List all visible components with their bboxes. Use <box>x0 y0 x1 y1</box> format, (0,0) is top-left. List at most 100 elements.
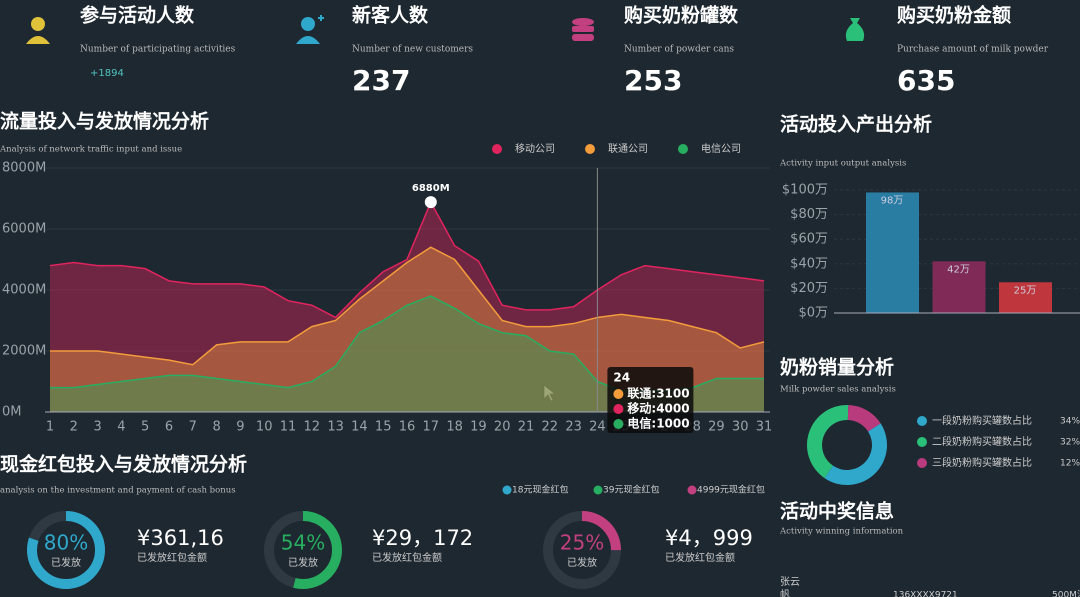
amount-label: 已发放红包金额 <box>665 551 735 564</box>
pie-slice <box>807 404 849 479</box>
kpi-value: 635 <box>897 64 955 97</box>
amount-label: 已发放红包金额 <box>137 551 207 564</box>
kpi-subtitle: Number of new customers <box>352 45 473 55</box>
legend-value: 32% <box>1060 438 1080 448</box>
winner-phone: 136XXXX9721 <box>893 591 958 597</box>
y-tick-label: $0万 <box>798 306 828 321</box>
x-tick-label: 3 <box>93 420 101 435</box>
amount-label: 已发放红包金额 <box>372 551 442 564</box>
chart-title: 流量投入与发放情况分析 <box>0 110 209 133</box>
icon <box>318 15 324 21</box>
y-tick-label: $80万 <box>790 207 828 222</box>
x-tick-label: 18 <box>446 420 463 435</box>
legend-marker <box>678 144 688 154</box>
x-tick-label: 6 <box>165 420 173 435</box>
x-tick-label: 19 <box>470 420 487 435</box>
bar <box>866 192 919 313</box>
winner-name: 张云 <box>780 576 800 588</box>
kpi-title: 购买奶粉罐数 <box>624 4 739 27</box>
chart-subtitle: Analysis of network traffic input and is… <box>0 145 182 155</box>
kpi-subtitle: Number of participating activities <box>80 45 236 55</box>
section-subtitle: analysis on the investment and payment o… <box>0 486 236 496</box>
gauge-value: 25% <box>560 531 604 555</box>
y-tick-label: $40万 <box>790 256 828 271</box>
line <box>49 200 765 319</box>
amount: ¥4，999 <box>665 526 753 550</box>
amount: ¥361,16 <box>137 526 224 550</box>
bar <box>932 261 986 313</box>
data-label: 6880M <box>412 183 450 194</box>
tooltip-item: 移动:4000 <box>627 401 689 416</box>
x-tick-label: 30 <box>732 420 749 435</box>
x-tick-label: 14 <box>351 420 368 435</box>
y-tick-label: 4000M <box>2 283 46 298</box>
kpi-icons <box>26 15 865 44</box>
x-tick-label: 15 <box>375 420 392 435</box>
point <box>424 196 437 209</box>
x-tick-label: 16 <box>399 420 416 435</box>
pie-slice <box>847 405 881 432</box>
legend-label: 18元现金红包 <box>512 484 568 496</box>
kpi-title: 参与活动人数 <box>80 4 195 27</box>
legend-marker <box>585 144 595 154</box>
legend-marker <box>917 437 927 447</box>
amount: ¥29，172 <box>372 526 473 550</box>
legend-marker <box>502 485 512 495</box>
icon <box>26 36 50 44</box>
area <box>50 202 764 412</box>
kpi-title: 新客人数 <box>352 4 429 27</box>
legend-label: 二段奶粉购买罐数占比 <box>932 435 1032 448</box>
tooltip-marker <box>613 404 624 414</box>
chart-subtitle: Milk powder sales analysis <box>780 385 896 395</box>
icon <box>572 26 594 32</box>
kpi-delta: +1894 <box>90 68 124 79</box>
x-tick-label: 5 <box>141 420 149 435</box>
legend-label: 一段奶粉购买罐数占比 <box>932 414 1032 427</box>
x-tick-label: 12 <box>304 420 321 435</box>
cursor <box>543 384 556 402</box>
section-subtitle: Activity winning information <box>779 527 904 537</box>
winner-name: 帆 <box>780 588 790 597</box>
winner-prize: 500M流 <box>1052 589 1080 597</box>
gauge-value: 54% <box>281 531 325 555</box>
gauge-arc <box>27 511 105 589</box>
x-tick-label: 17 <box>423 420 440 435</box>
x-tick-label: 4 <box>117 420 125 435</box>
kpi-value: 253 <box>624 64 682 97</box>
legend-label: 39元现金红包 <box>603 484 659 496</box>
legend-value: 12% <box>1060 459 1080 469</box>
gauge-status: 已发放 <box>567 556 597 569</box>
gauge-status: 已发放 <box>51 556 81 569</box>
data-label: 98万 <box>881 195 904 206</box>
chart-subtitle: Activity input output analysis <box>779 159 906 169</box>
tooltip-item: 电信:1000 <box>627 416 689 431</box>
x-tick-label: 22 <box>542 420 559 435</box>
x-tick-label: 7 <box>189 420 197 435</box>
legend-marker <box>593 485 603 495</box>
y-tick-label: 0M <box>2 405 22 420</box>
legend-value: 34% <box>1060 417 1080 427</box>
area <box>50 247 764 412</box>
tooltip-marker <box>613 389 624 399</box>
legend-marker <box>917 458 927 468</box>
tooltip <box>607 367 694 433</box>
icon <box>572 34 594 41</box>
x-tick-label: 20 <box>494 420 511 435</box>
legend-label: 移动公司 <box>515 142 555 155</box>
gauge-arc <box>543 511 621 589</box>
section-title: 现金红包投入与发放情况分析 <box>0 453 247 476</box>
x-tick-label: 1 <box>46 420 54 435</box>
legend-label: 4999元现金红包 <box>697 484 765 496</box>
y-tick-label: 8000M <box>2 161 46 176</box>
x-tick-label: 2 <box>70 420 78 435</box>
area <box>50 296 764 412</box>
legend-label: 三段奶粉购买罐数占比 <box>932 456 1032 469</box>
chart-title: 活动投入产出分析 <box>780 113 932 136</box>
x-tick-label: 24 <box>589 420 606 435</box>
icon <box>301 17 315 31</box>
x-tick-label: 23 <box>565 420 582 435</box>
x-tick-label: 31 <box>756 420 773 435</box>
line <box>50 246 765 366</box>
legend-marker <box>492 144 502 154</box>
kpi-title: 购买奶粉金额 <box>897 4 1011 27</box>
